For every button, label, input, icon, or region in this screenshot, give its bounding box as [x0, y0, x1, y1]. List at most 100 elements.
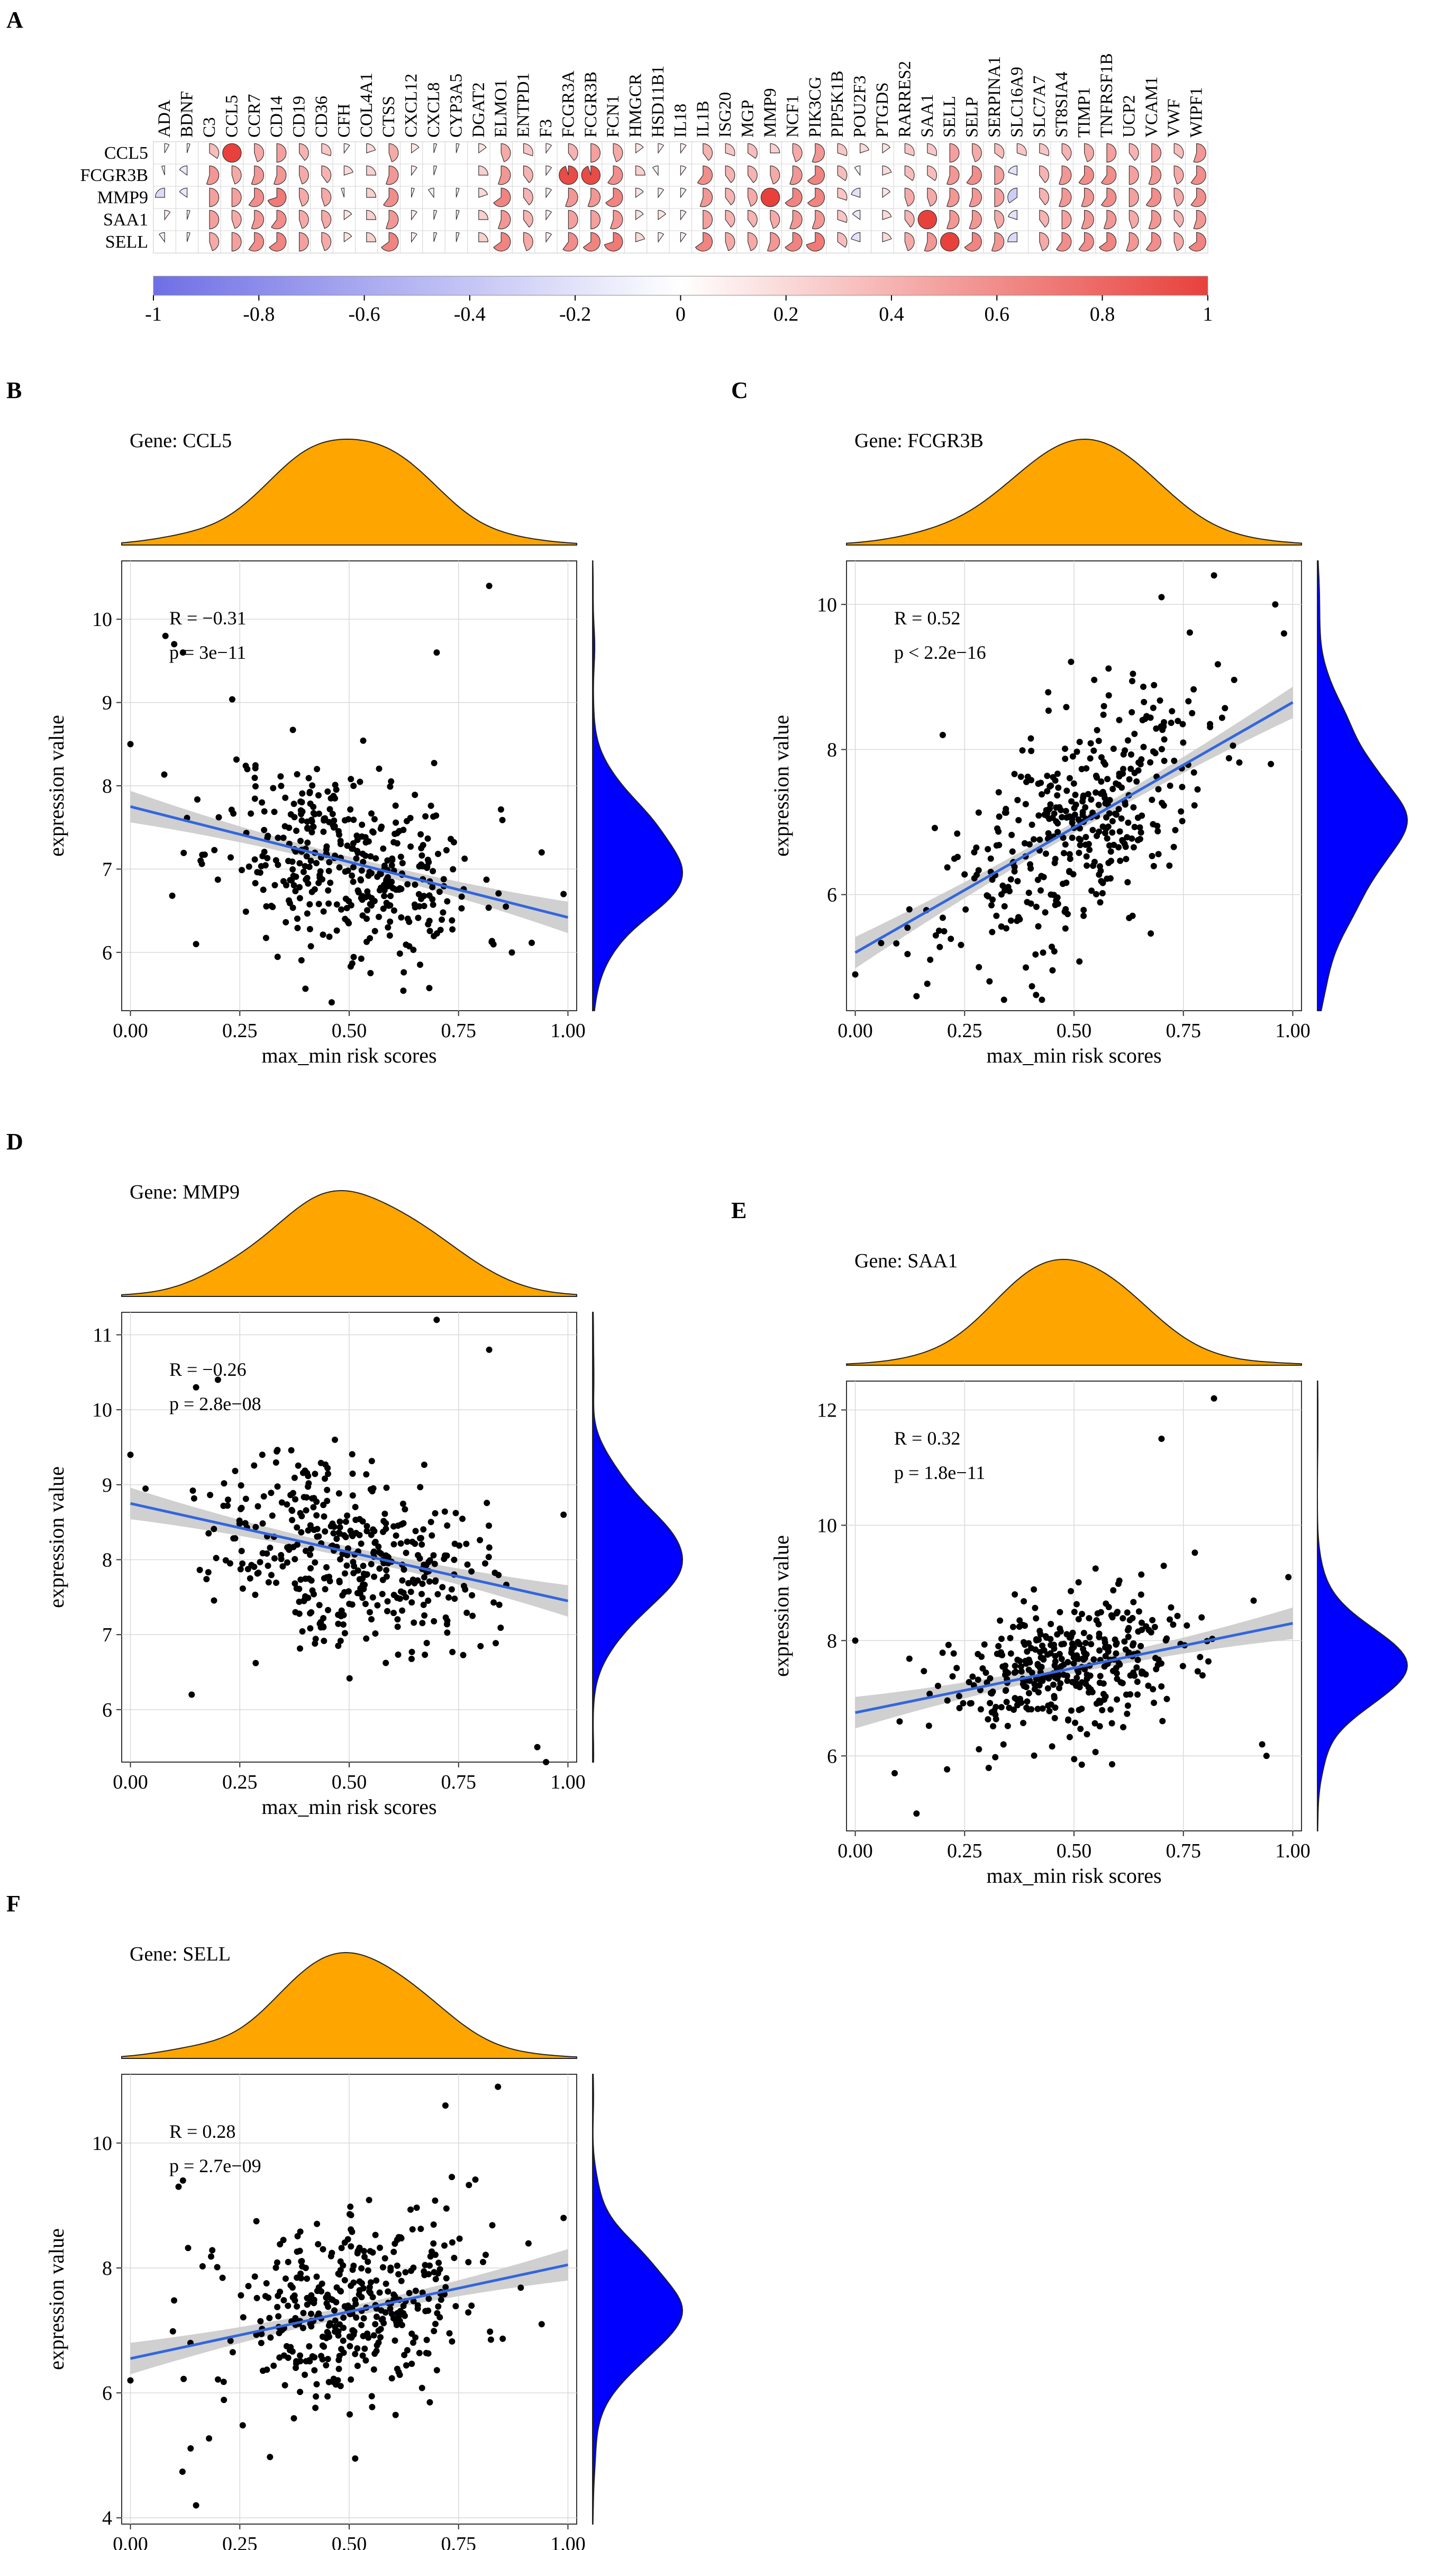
heatmap-pie	[545, 165, 552, 176]
heatmap-column-label: DGAT2	[469, 83, 488, 138]
scatter-point	[344, 1512, 351, 1519]
scatter-point	[384, 1598, 391, 1605]
scatter-point	[906, 1655, 913, 1662]
scatter-point	[1161, 757, 1168, 764]
scatter-point	[313, 1512, 320, 1519]
scatter-point	[251, 775, 258, 781]
scatter-point	[1085, 841, 1092, 848]
scatter-point	[294, 1524, 301, 1531]
scatter-point	[388, 2375, 395, 2382]
heatmap-pie	[1190, 165, 1206, 185]
scatter-point	[382, 2309, 389, 2316]
scatter-point	[1153, 725, 1160, 732]
heatmap-pie	[565, 187, 578, 207]
scatter-point	[493, 1640, 499, 1647]
heatmap-pie	[969, 210, 982, 230]
heatmap-pie	[590, 210, 601, 230]
scatter-point	[332, 2317, 339, 2324]
scatter-point	[416, 863, 423, 870]
scatter-point	[365, 2267, 371, 2274]
scatter-point	[1105, 823, 1112, 830]
scatter-point	[171, 2297, 178, 2304]
scatter-point	[1069, 816, 1076, 823]
scatter-point	[1087, 1672, 1094, 1679]
scatter-point	[1135, 767, 1142, 774]
scatter-point	[350, 845, 357, 852]
scatter-point	[313, 2273, 320, 2280]
y-axis-label: expression value	[44, 715, 68, 857]
scatter-point	[363, 1635, 370, 1642]
scatter-point	[425, 2295, 432, 2302]
heatmap-pie	[1084, 143, 1094, 162]
scatter-point	[215, 814, 222, 821]
scatter-point	[1073, 748, 1080, 755]
scatter-point	[1093, 1617, 1100, 1623]
scatter-point	[335, 1620, 342, 1627]
heatmap-pie	[807, 187, 825, 207]
scatter-point	[997, 1617, 1004, 1624]
heatmap-pie	[583, 232, 601, 252]
scatter-point	[349, 1601, 356, 1608]
scatter-point	[338, 2245, 345, 2252]
heatmap-pie	[725, 210, 735, 228]
scatter-point	[998, 1704, 1005, 1711]
scatter-point	[442, 1614, 449, 1621]
scatter-point	[286, 897, 292, 904]
scatter-point	[410, 947, 417, 953]
scatter-point	[417, 831, 424, 838]
heatmap-pie	[991, 232, 1005, 252]
scatter-point	[439, 916, 445, 923]
scatter-point	[1026, 841, 1033, 848]
scatter-point	[443, 2205, 450, 2212]
scatter-point	[1072, 1719, 1079, 1726]
scatter-point	[397, 1540, 404, 1547]
scatter-point	[1030, 836, 1037, 843]
heatmap-pie	[748, 165, 758, 184]
panel-letter: B	[6, 377, 22, 403]
heatmap-pie	[635, 210, 644, 221]
scatter-point	[1104, 776, 1111, 783]
scatter-point	[441, 2242, 448, 2249]
scatter-point	[435, 2303, 442, 2310]
scatter-point	[975, 1650, 981, 1657]
scatter-point	[356, 1576, 363, 1583]
scatter-point	[214, 2264, 221, 2271]
heatmap-pie	[276, 143, 287, 163]
scatter-point	[205, 1569, 212, 1576]
regression-line	[855, 1622, 1293, 1714]
scatter-point	[1106, 842, 1113, 849]
regression-line	[130, 2263, 568, 2360]
scatter-point	[214, 1376, 221, 1383]
scatter-point	[1124, 1710, 1131, 1717]
scatter-point	[1025, 1706, 1032, 1713]
heatmap-pie	[1145, 187, 1162, 207]
scatter-point	[275, 834, 281, 841]
scatter-point	[985, 1765, 992, 1771]
colorbar-tick-label: 0	[676, 303, 686, 325]
heatmap-pie	[658, 143, 665, 154]
scatter-point	[394, 2365, 401, 2372]
heatmap-pie	[179, 187, 188, 198]
scatter-point	[1084, 862, 1090, 869]
scatter-point	[308, 829, 315, 836]
scatter-point	[417, 961, 423, 968]
scatter-point	[993, 912, 1000, 919]
scatter-point	[228, 854, 234, 861]
scatter-point	[1179, 721, 1186, 728]
scatter-point	[1145, 1682, 1152, 1689]
scatter-point	[307, 1625, 314, 1632]
scatter-point	[1089, 827, 1096, 833]
scatter-point	[1058, 1663, 1064, 1670]
heatmap-row-label: SELL	[105, 232, 148, 252]
scatter-point	[560, 2215, 567, 2221]
top-density	[846, 438, 1302, 546]
scatter-point	[283, 919, 289, 925]
x-tick-label: 0.75	[1166, 1020, 1201, 1042]
scatter-point	[469, 1612, 476, 1619]
scatter-point	[1051, 1714, 1058, 1721]
heatmap-pie	[478, 187, 488, 198]
scatter-point	[262, 862, 269, 869]
scatter-point	[298, 2258, 305, 2265]
scatter-point	[1170, 1621, 1177, 1628]
scatter-point	[332, 2324, 339, 2330]
